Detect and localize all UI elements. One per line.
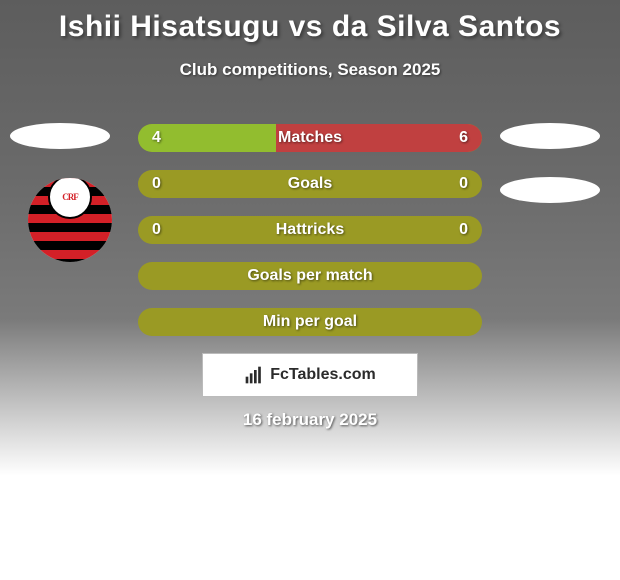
stat-label: Matches (278, 129, 342, 147)
stat-row: 4 6 Matches (138, 124, 482, 152)
team-logo-right-2 (500, 177, 600, 203)
flamengo-badge-icon: CRF (28, 178, 112, 262)
stat-left-value: 4 (152, 129, 161, 147)
date-text: 16 february 2025 (0, 410, 620, 430)
stat-row: 0 0 Hattricks (138, 216, 482, 244)
stat-label: Goals (288, 175, 332, 193)
stat-left-value: 0 (152, 175, 161, 193)
stat-right-value: 6 (459, 129, 468, 147)
stat-label: Min per goal (263, 313, 357, 331)
page-title: Ishii Hisatsugu vs da Silva Santos (0, 0, 620, 44)
stat-right-value: 0 (459, 175, 468, 193)
chart-icon (244, 365, 264, 385)
attribution-box: FcTables.com (202, 353, 418, 397)
attribution-text: FcTables.com (270, 366, 376, 384)
stat-left-value: 0 (152, 221, 161, 239)
page-subtitle: Club competitions, Season 2025 (0, 60, 620, 80)
stat-label: Goals per match (247, 267, 372, 285)
stat-right-value: 0 (459, 221, 468, 239)
stats-rows: 4 6 Matches 0 0 Goals 0 0 Hattricks Goals per mat… (138, 124, 482, 354)
stat-row: 0 0 Goals (138, 170, 482, 198)
team-logo-left-2: CRF (28, 178, 112, 262)
stat-row: Min per goal (138, 308, 482, 336)
stat-row: Goals per match (138, 262, 482, 290)
stat-label: Hattricks (276, 221, 344, 239)
team-logo-left-1 (10, 123, 110, 149)
team-logo-right-1 (500, 123, 600, 149)
